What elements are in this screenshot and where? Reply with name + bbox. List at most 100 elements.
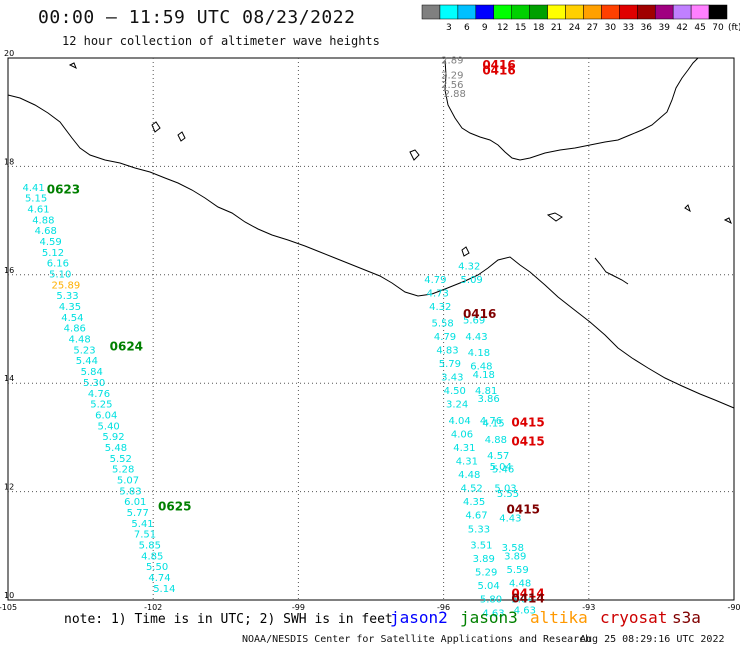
wave-height-value: 6.48 [470, 362, 492, 373]
wave-height-value: 4.31 [453, 443, 475, 454]
colorbar-label: 42 [676, 23, 687, 33]
colorbar-bin [439, 4, 459, 20]
track-labels: 0623062406250416041604160415041504150414… [47, 58, 545, 606]
wave-height-value: 6.04 [95, 410, 117, 421]
colorbar-bin [421, 4, 441, 20]
lon-tick-label: -99 [292, 603, 305, 612]
caribbean-coastline [594, 257, 629, 285]
wave-height-value: 4.81 [475, 386, 497, 397]
colorbar-bin [457, 4, 477, 20]
wave-height-value: 3.89 [504, 551, 526, 562]
colorbar-bin [565, 4, 584, 20]
wave-height-value: 3.58 [502, 543, 524, 554]
island [151, 121, 161, 133]
wave-height-value: 3.89 [473, 554, 495, 565]
wave-height-value: 5.33 [56, 291, 78, 302]
lat-tick-label: 14 [4, 374, 14, 383]
wave-height-value: 5.25 [90, 400, 112, 411]
satellite-s3a: s3a [672, 608, 701, 627]
island [684, 204, 691, 213]
wave-height-value: 4.67 [465, 511, 487, 522]
colorbar-bin [672, 4, 692, 20]
track-time-label: 0416 [482, 63, 515, 77]
wave-height-value: 3.24 [446, 400, 468, 411]
footer-timestamp: Aug 25 08:29:16 UTC 2022 [580, 634, 725, 645]
lon-tick-label: -96 [437, 603, 450, 612]
wave-height-value: 4.43 [465, 332, 487, 343]
island [409, 149, 420, 161]
track-time-label: 0415 [507, 502, 540, 516]
lat-tick-label: 20 [4, 49, 14, 58]
altimeter-tracks: 4.415.154.614.884.684.595.126.165.1025.8… [23, 55, 537, 619]
wave-height-value: 5.15 [25, 194, 47, 205]
wave-height-value: 5.29 [475, 568, 497, 579]
wave-height-value: 4.63 [482, 608, 504, 619]
wave-height-value: 5.12 [42, 248, 64, 259]
wave-height-value: 2.89 [441, 55, 463, 66]
coastline [7, 57, 735, 409]
wave-height-value: 5.07 [117, 475, 139, 486]
satellite-cryosat: cryosat [600, 608, 668, 627]
wave-height-value: 4.85 [141, 551, 163, 562]
wave-height-value: 4.43 [499, 513, 521, 524]
colorbar-label: 6 [464, 23, 470, 33]
colorbar-bin [690, 4, 710, 20]
lat-tick-label: 18 [4, 157, 14, 166]
wave-height-value: 2.29 [441, 71, 463, 82]
wave-height-value: 4.15 [482, 419, 504, 430]
wave-height-value: 5.48 [105, 443, 127, 454]
track-time-label: 0623 [47, 183, 80, 197]
wave-height-value: 3.51 [470, 541, 492, 552]
wave-height-value: 5.52 [110, 454, 132, 465]
lat-tick-label: 12 [4, 483, 14, 492]
wave-height-value: 4.31 [456, 457, 478, 468]
track-time-label: 0415 [511, 435, 544, 449]
page-subtitle: 12 hour collection of altimeter wave hei… [62, 34, 380, 48]
wave-height-value: 2.88 [444, 89, 466, 100]
colorbar-label: 3 [446, 23, 452, 33]
wave-height-value: 5.79 [439, 359, 461, 370]
track-time-label: 0625 [158, 500, 191, 514]
wave-height-value: 5.55 [497, 489, 519, 500]
colorbar-label: 39 [658, 23, 670, 33]
wave-height-value: 4.74 [148, 573, 170, 584]
wave-height-value: 4.68 [35, 226, 57, 237]
island [461, 246, 470, 257]
island [546, 212, 563, 222]
wave-height-value: 5.40 [98, 421, 120, 432]
wave-height-value: 5.09 [461, 275, 483, 286]
colorbar-bin [547, 4, 566, 20]
wave-height-value: 6.16 [47, 259, 69, 270]
wave-height-value: 4.18 [468, 348, 490, 359]
wave-height-value: 5.50 [146, 562, 168, 573]
colorbar-unit: (ft) [728, 23, 740, 33]
lon-tick-label: -93 [582, 603, 595, 612]
track-time-label: 0416 [463, 307, 496, 321]
colorbar-label: 45 [694, 23, 705, 33]
pacific-coastline [7, 94, 735, 409]
wave-height-value: 7.51 [134, 530, 156, 541]
colorbar-bin [475, 4, 495, 20]
wave-height-value: 5.14 [153, 584, 175, 595]
lon-tick-label: -105 [0, 603, 17, 612]
colorbar-bin [511, 4, 530, 20]
wave-height-value: 4.48 [69, 335, 91, 346]
colorbar-label: 15 [515, 23, 526, 33]
wave-height-value: 4.79 [434, 332, 456, 343]
wave-height-value: 4.63 [514, 606, 536, 617]
wave-height-value: 5.92 [102, 432, 124, 443]
wave-height-value: 5.69 [463, 316, 485, 327]
satellite-altika: altika [530, 608, 588, 627]
wave-height-value: 5.04 [490, 462, 512, 473]
page-title: 00:00 – 11:59 UTC 08/23/2022 [38, 7, 356, 28]
wave-height-value: 4.52 [461, 484, 483, 495]
colorbar-bin [493, 4, 512, 20]
wave-height-value: 4.79 [424, 275, 446, 286]
colorbar-label: 18 [533, 23, 545, 33]
colorbar-bin [601, 4, 620, 20]
track-time-label: 0624 [110, 340, 143, 354]
track-time-label: 0414 [511, 586, 544, 600]
wave-height-value: 4.48 [509, 578, 531, 589]
colorbar-label: 27 [587, 23, 598, 33]
